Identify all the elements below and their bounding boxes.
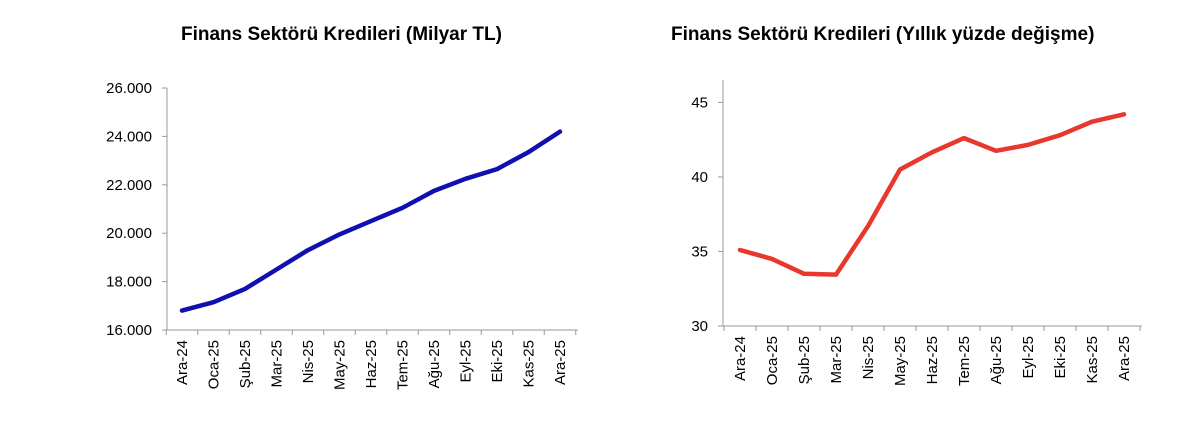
credit-volume-plot: 16.000 18.000 20.000 22.000 24.000 26.000 Ara-… (106, 80, 578, 390)
data-point (1027, 144, 1029, 146)
chart-title: Finans Sektörü Kredileri (Milyar TL) (181, 24, 502, 45)
x-tick-label: Eki-25 (489, 340, 506, 383)
x-tick-label: Ağu-25 (988, 336, 1005, 384)
data-point (771, 258, 773, 260)
data-point (465, 178, 466, 180)
x-tick-label: Oca-25 (206, 340, 223, 389)
x-tick-label: Haz-25 (363, 340, 380, 388)
y-tick-label: 16.000 (106, 322, 152, 339)
data-point (528, 151, 529, 153)
x-tick-label: Ara-24 (732, 336, 749, 381)
x-tick-label: Oca-25 (764, 336, 781, 385)
data-point (963, 137, 965, 139)
data-point (307, 249, 309, 251)
y-tick-label: 22.000 (106, 177, 152, 194)
x-tick-label: Ağu-25 (426, 340, 443, 388)
data-point (835, 274, 837, 276)
y-tick-label: 20.000 (106, 225, 152, 242)
data-point (433, 190, 435, 192)
data-point (559, 131, 561, 133)
data-point (402, 207, 403, 209)
y-tick-label: 40 (691, 169, 708, 186)
credit-volume-chart: Finans Sektörü Kredileri (Milyar TL) 16.… (106, 24, 578, 390)
series-line (737, 112, 1127, 277)
data-point (995, 150, 997, 152)
data-point (899, 168, 901, 170)
data-point (370, 220, 372, 222)
data-point (1059, 134, 1061, 136)
y-tick-label: 30 (691, 318, 708, 335)
x-tick-label: Şub-25 (237, 340, 254, 388)
x-tick-label: Mar-25 (269, 340, 286, 388)
x-tick-label: Ara-25 (552, 340, 569, 385)
x-tick-label: Ara-24 (174, 340, 191, 385)
data-point (867, 225, 869, 227)
x-tick-label: Nis-25 (300, 340, 317, 383)
x-tick-label: Eki-25 (1052, 336, 1069, 379)
x-tick-label: Şub-25 (796, 336, 813, 384)
x-tick-label: Nis-25 (860, 336, 877, 379)
data-point (1123, 113, 1125, 115)
data-point (181, 310, 183, 312)
x-tick-label: Haz-25 (924, 336, 941, 384)
credit-growth-chart: Finans Sektörü Kredileri (Yıllık yüzde d… (600, 0, 1200, 435)
x-tick-label: Tem-25 (956, 336, 973, 386)
y-tick-label: 18.000 (106, 274, 152, 291)
y-tick-label: 45 (691, 94, 708, 111)
chart-title: Finans Sektörü Kredileri (Yıllık yüzde d… (671, 24, 1095, 45)
data-point (1091, 121, 1093, 123)
credit-growth-plot: 30 35 40 45 Ara-24 Oca-25 Şub-25 Mar-25 Nis-25 Ma… (691, 80, 1142, 386)
data-point (739, 249, 741, 251)
x-tick-label: May-25 (892, 336, 909, 386)
data-point (244, 288, 246, 290)
x-tick-label: Kas-25 (521, 340, 538, 388)
data-point (339, 233, 340, 235)
data-point (803, 273, 805, 275)
x-tick-label: Eyl-25 (458, 340, 475, 383)
x-tick-label: Tem-25 (395, 340, 412, 390)
data-point (496, 168, 498, 170)
x-tick-label: Mar-25 (828, 336, 845, 384)
x-tick-label: Eyl-25 (1020, 336, 1037, 379)
y-tick-label: 26.000 (106, 80, 152, 97)
data-point (931, 151, 933, 153)
y-tick-label: 35 (691, 243, 708, 260)
y-tick-label: 24.000 (106, 128, 152, 145)
x-tick-label: Kas-25 (1084, 336, 1101, 384)
data-point (276, 269, 277, 270)
data-point (213, 301, 214, 303)
x-tick-label: Ara-25 (1116, 336, 1133, 381)
x-tick-label: May-25 (332, 340, 349, 390)
